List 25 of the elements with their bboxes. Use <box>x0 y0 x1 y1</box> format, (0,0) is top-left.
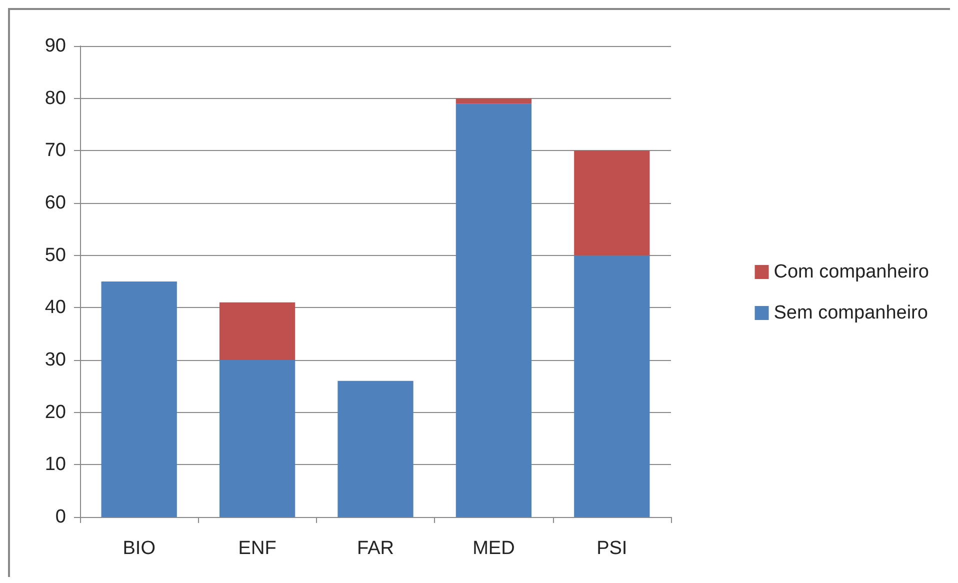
y-tick-label: 20 <box>44 402 66 423</box>
y-tick-label: 90 <box>44 36 66 56</box>
x-tick-label: BIO <box>122 538 156 559</box>
y-tick-label: 30 <box>44 350 66 370</box>
bar <box>219 360 296 517</box>
bar <box>574 255 650 517</box>
x-tick-label: ENF <box>238 538 276 559</box>
bar <box>456 98 532 104</box>
y-tick-label: 60 <box>44 192 66 214</box>
y-tick-label: 0 <box>55 506 66 528</box>
y-tick-label: 10 <box>44 454 66 476</box>
y-tick-label: 40 <box>44 297 66 318</box>
legend-label: Com companheiro <box>774 262 930 282</box>
bar <box>456 104 532 517</box>
bar <box>219 302 296 360</box>
legend-label: Sem companheiro <box>774 302 928 324</box>
x-tick-label: FAR <box>357 538 394 559</box>
bar <box>101 282 177 517</box>
y-tick-label: 80 <box>44 88 66 109</box>
y-tick-label: 70 <box>44 140 66 162</box>
y-tick-label: 50 <box>44 244 66 266</box>
x-tick-label: PSI <box>596 538 628 559</box>
bar <box>574 150 650 256</box>
bar <box>338 380 414 517</box>
x-tick-label: MED <box>472 538 515 559</box>
